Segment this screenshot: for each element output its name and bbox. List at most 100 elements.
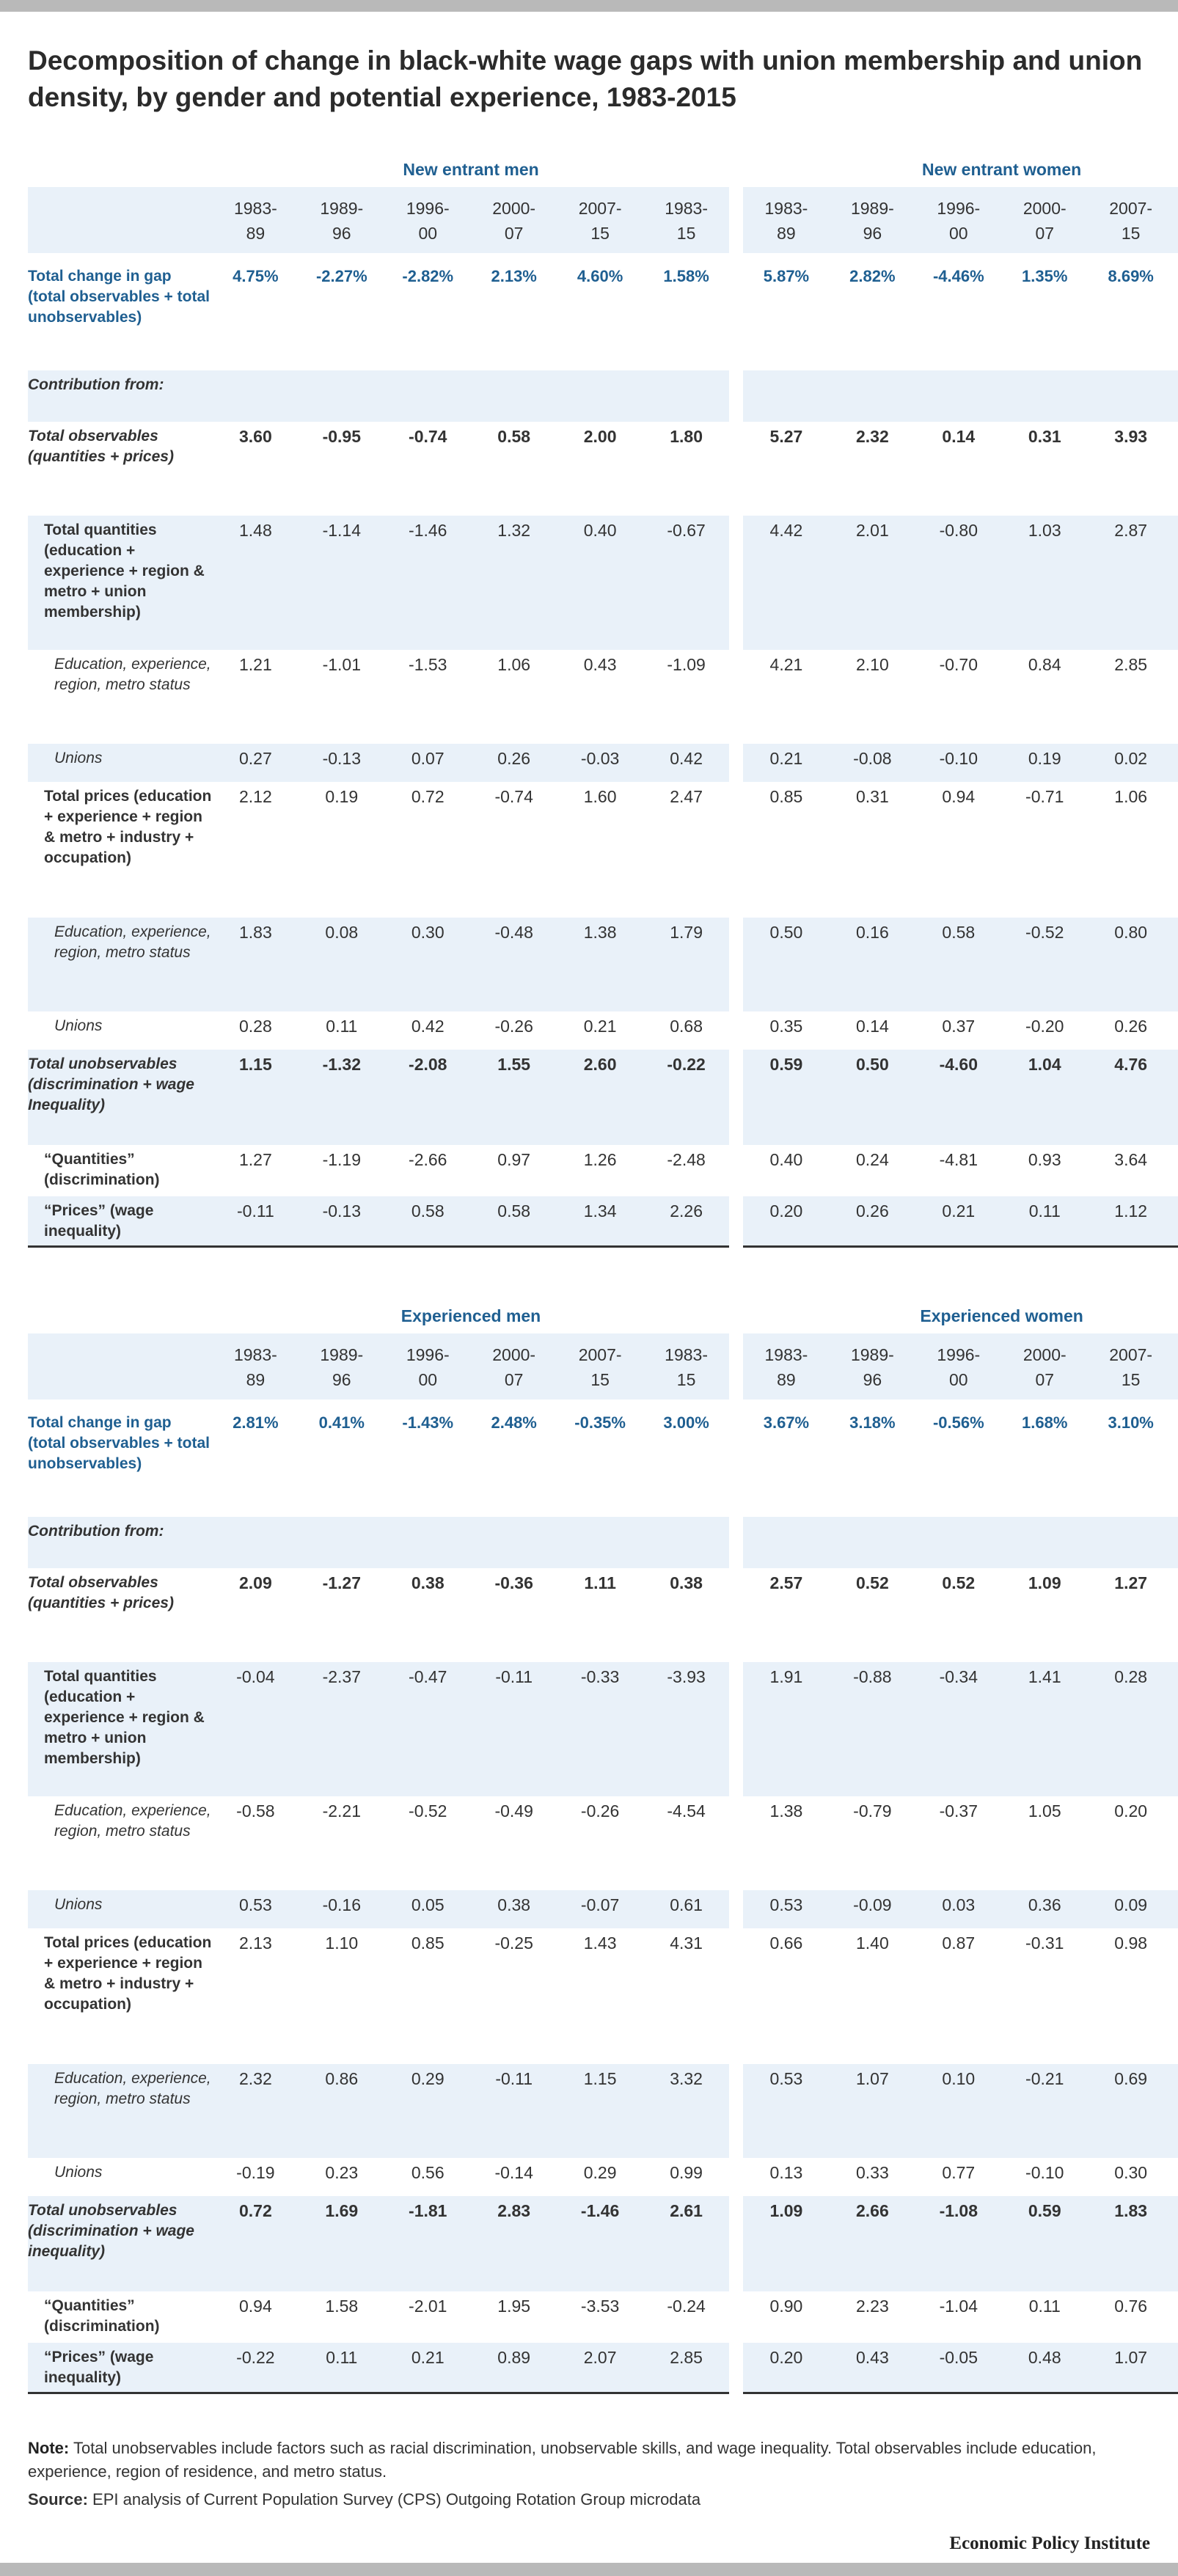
- year-header: 1989- 96: [829, 1333, 916, 1399]
- value-cell: 1.32: [470, 516, 557, 650]
- table-row: Education, experience, region, metro sta…: [28, 918, 1178, 1011]
- year-header: 1989- 96: [299, 1333, 385, 1399]
- value-cell: 2.48%: [491, 1413, 537, 1432]
- year-header: 1996- 00: [915, 187, 1002, 253]
- year-start: 1989-: [320, 199, 364, 218]
- column-gap: [729, 744, 744, 782]
- panel-new-entrants: New entrant men New entrant women 1983- 89 1…: [28, 150, 1178, 1248]
- table-row: Total change in gap (total observables +…: [28, 253, 1178, 370]
- value-cell: [557, 1517, 643, 1568]
- value-cell: 0.07: [384, 744, 471, 782]
- value-cell: [1174, 370, 1178, 422]
- value-cell: -0.25: [494, 1933, 533, 1953]
- value-cell: -0.33: [557, 1662, 643, 1796]
- value-cell: -1.46: [557, 2196, 643, 2291]
- value-cell: 0.85: [769, 787, 803, 806]
- year-end: 15: [590, 1370, 610, 1389]
- table-row: Total observables (quantities + prices) 3…: [28, 422, 1178, 516]
- value-cell: -0.16: [299, 1890, 385, 1928]
- years-label-cell: [28, 187, 213, 253]
- value-cell: 0.38: [670, 1573, 703, 1592]
- value-cell: -2.21: [322, 1801, 362, 1821]
- value-cell: 0.59: [1001, 2196, 1088, 2291]
- value-cell: -0.22: [643, 1050, 730, 1145]
- row-label: Unions: [28, 1890, 213, 1928]
- value-cell: -0.07: [557, 1890, 643, 1928]
- row-label: “Prices” (wage inequality): [28, 2343, 213, 2394]
- value-cell: 8.69%: [1108, 267, 1154, 285]
- brand-logo-text: Economic Policy Institute: [949, 2533, 1150, 2553]
- value-cell: 1.05: [1028, 1801, 1061, 1821]
- value-cell: -2.66: [409, 1150, 447, 1169]
- value-cell: 0.31: [855, 787, 889, 806]
- value-cell: -0.95: [322, 427, 362, 446]
- value-cell: 0.24: [855, 1150, 889, 1169]
- row-label: Total unobservables (discrimination + wa…: [28, 2196, 213, 2291]
- value-cell: -0.09: [829, 1890, 916, 1928]
- year-start: 2007-: [1109, 1345, 1153, 1364]
- value-cell: 0.80: [1087, 918, 1174, 1011]
- value-cell: 0.58: [470, 1196, 557, 1248]
- row-label-text: Total change in gap (total observables +…: [28, 1414, 210, 1472]
- value-cell: -0.19: [236, 2163, 275, 2182]
- value-cell: 1.69: [299, 2196, 385, 2291]
- value-cell: 4.75%: [233, 267, 279, 285]
- year-start: 2007-: [578, 199, 622, 218]
- value-cell: 8.84: [1174, 422, 1178, 516]
- value-cell: -1.01: [322, 655, 362, 674]
- year-header: 1989- 96: [299, 187, 385, 253]
- value-cell: 0.28: [1087, 1662, 1174, 1796]
- value-cell: 1.38: [557, 918, 643, 1011]
- value-cell: 0.29: [384, 2064, 471, 2158]
- table-row: Education, experience, region, metro sta…: [28, 2064, 1178, 2158]
- year-start: 1996-: [937, 1345, 981, 1364]
- value-cell: 1.12: [1087, 1196, 1174, 1248]
- value-cell: 0.08: [299, 918, 385, 1011]
- year-end: 96: [332, 1370, 351, 1389]
- year-header: 2007- 15: [1087, 187, 1174, 253]
- top-border-bar: [0, 0, 1178, 12]
- value-cell: 0.12: [1174, 744, 1178, 782]
- value-cell: -0.08: [829, 744, 916, 782]
- value-cell: 0.72: [212, 2196, 299, 2291]
- row-label: Total quantities (education + experience…: [28, 516, 213, 650]
- value-cell: 0.20: [743, 1196, 830, 1248]
- value-cell: -4.60: [915, 1050, 1002, 1145]
- value-cell: 0.77: [1174, 1796, 1178, 1890]
- value-cell: 1.04: [1001, 1050, 1088, 1145]
- value-cell: -1.81: [384, 2196, 471, 2291]
- value-cell: -0.11: [470, 2064, 557, 2158]
- data-table: Experienced men Experienced women 1983- 89 1…: [28, 1297, 1178, 2394]
- column-gap: [729, 2196, 744, 2291]
- value-cell: -0.47: [384, 1662, 471, 1796]
- value-cell: [743, 1517, 830, 1568]
- value-cell: [915, 1517, 1002, 1568]
- row-label: “Prices” (wage inequality): [28, 1196, 213, 1248]
- value-cell: 1.06: [1114, 787, 1148, 806]
- value-cell: 1.10: [325, 1933, 359, 1953]
- row-label: Total observables (quantities + prices): [28, 422, 213, 516]
- value-cell: 0.98: [1114, 1933, 1148, 1953]
- value-cell: 1.38: [769, 1801, 803, 1821]
- table-row: Contribution from:: [28, 1517, 1178, 1568]
- group-title: New entrant men: [403, 160, 539, 179]
- value-cell: -0.22: [212, 2343, 299, 2394]
- column-gap: [729, 1333, 744, 1399]
- table-row: Total change in gap (total observables +…: [28, 1399, 1178, 1517]
- value-cell: -0.58: [236, 1801, 275, 1821]
- value-cell: -1.09: [667, 655, 706, 674]
- value-cell: -0.35%: [574, 1413, 626, 1432]
- value-cell: -0.34: [915, 1662, 1002, 1796]
- value-cell: 0.69: [1087, 2064, 1174, 2158]
- value-cell: 0.02: [1087, 744, 1174, 782]
- value-cell: 2.61: [643, 2196, 730, 2291]
- value-cell: 0.14: [942, 427, 976, 446]
- value-cell: 0.80: [1174, 1011, 1178, 1050]
- value-cell: 0.85: [411, 1933, 445, 1953]
- value-cell: -4.46%: [932, 267, 984, 285]
- value-cell: 0.26: [1114, 1017, 1148, 1036]
- value-cell: 0.52: [855, 1573, 889, 1592]
- year-start: 2000-: [1022, 199, 1067, 218]
- value-cell: 1.68%: [1022, 1413, 1068, 1432]
- year-start: 1989-: [850, 199, 894, 218]
